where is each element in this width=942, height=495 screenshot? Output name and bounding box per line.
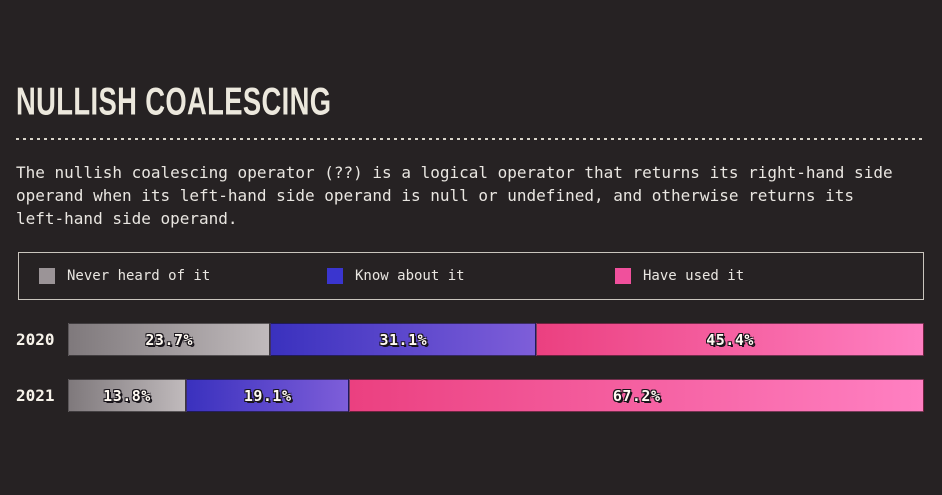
- bar-chart: 2020 23.7% 31.1% 45.4% 2021 13.8% 19.1% 67.2%: [16, 323, 924, 412]
- legend-item-have-used-it: Have used it: [615, 268, 903, 284]
- row-year-label: 2021: [16, 386, 55, 405]
- dotted-divider: [16, 138, 924, 140]
- feature-description: The nullish coalescing operator (??) is …: [16, 163, 893, 228]
- legend-item-label: Never heard of it: [67, 268, 211, 284]
- segment-value-label: 13.8%: [103, 386, 151, 405]
- stacked-bar: 23.7% 31.1% 45.4%: [68, 323, 924, 356]
- segment-value-label: 19.1%: [243, 386, 292, 405]
- legend-item-never-heard-of-it: Never heard of it: [39, 268, 327, 284]
- segment-value-label: 31.1%: [379, 330, 428, 349]
- bar-row-2020: 2020 23.7% 31.1% 45.4%: [16, 323, 924, 356]
- bar-segment-have-used-it: 67.2%: [349, 379, 924, 412]
- bar-segment-know-about-it: 19.1%: [186, 379, 350, 412]
- bar-segment-never-heard-of-it: 23.7%: [68, 323, 271, 356]
- page-title: NULLISH COALESCING: [16, 80, 926, 123]
- legend-item-label: Know about it: [355, 268, 465, 284]
- bar-segment-never-heard-of-it: 13.8%: [68, 379, 187, 412]
- legend-item-label: Have used it: [643, 268, 745, 284]
- segment-value-label: 67.2%: [612, 386, 661, 405]
- legend-swatch-icon: [615, 268, 631, 284]
- stacked-bar: 13.8% 19.1% 67.2%: [68, 379, 924, 412]
- bar-segment-have-used-it: 45.4%: [536, 323, 924, 356]
- legend: Never heard of it Know about it Have used …: [18, 252, 924, 300]
- row-year-label: 2020: [16, 330, 55, 349]
- legend-swatch-icon: [327, 268, 343, 284]
- segment-value-label: 45.4%: [706, 330, 754, 349]
- bar-row-2021: 2021 13.8% 19.1% 67.2%: [16, 379, 924, 412]
- legend-item-know-about-it: Know about it: [327, 268, 615, 284]
- legend-swatch-icon: [39, 268, 55, 284]
- page-title-text: NULLISH COALESCING: [16, 80, 332, 123]
- bar-segment-know-about-it: 31.1%: [270, 323, 537, 356]
- segment-value-label: 23.7%: [145, 330, 194, 349]
